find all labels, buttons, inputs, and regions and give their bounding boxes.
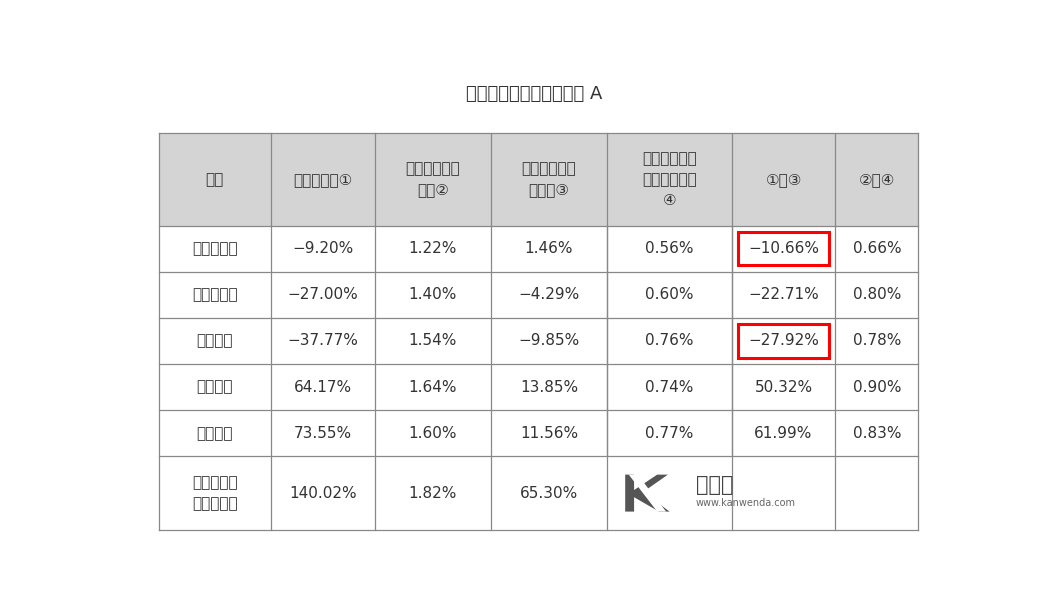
Text: 0.56%: 0.56% [646,241,694,256]
Text: 1.46%: 1.46% [525,241,574,256]
Text: 0.90%: 0.90% [853,379,901,395]
Polygon shape [629,474,666,511]
Text: 0.78%: 0.78% [853,333,901,348]
Bar [737,232,829,265]
Text: 浦银安盛新经济结构混合 A: 浦银安盛新经济结构混合 A [466,85,603,103]
Text: 50.32%: 50.32% [754,379,812,395]
Text: 看问答: 看问答 [696,474,733,494]
Text: 1.82%: 1.82% [409,485,457,501]
Text: 65.30%: 65.30% [519,485,578,501]
Text: 61.99%: 61.99% [754,425,812,441]
Bar [159,133,919,225]
Text: 业绩比较基准
收益率③: 业绩比较基准 收益率③ [522,162,577,198]
Text: −4.29%: −4.29% [518,287,580,302]
Text: 1.22%: 1.22% [409,241,457,256]
Text: 0.80%: 0.80% [853,287,901,302]
Bar [159,271,919,318]
Bar [159,364,919,410]
Text: −22.71%: −22.71% [748,287,819,302]
Text: 阶段: 阶段 [205,172,224,187]
Text: −37.77%: −37.77% [287,333,358,348]
Text: 0.83%: 0.83% [853,425,901,441]
Text: 1.64%: 1.64% [409,379,457,395]
Text: 0.60%: 0.60% [646,287,694,302]
Text: −9.20%: −9.20% [292,241,354,256]
Text: 1.40%: 1.40% [409,287,457,302]
Bar [159,318,919,364]
Text: −9.85%: −9.85% [518,333,580,348]
Text: 0.77%: 0.77% [646,425,694,441]
Text: −27.00%: −27.00% [287,287,358,302]
Text: 140.02%: 140.02% [289,485,357,501]
Text: −10.66%: −10.66% [748,241,819,256]
Text: 0.76%: 0.76% [646,333,694,348]
Text: 净值增长率①: 净值增长率① [293,172,353,187]
Text: 11.56%: 11.56% [519,425,578,441]
Text: 业绩比较基准
收益率标准差
④: 业绩比较基准 收益率标准差 ④ [642,151,697,208]
Text: 过去五年: 过去五年 [196,425,233,441]
Text: 0.66%: 0.66% [853,241,901,256]
Bar [159,225,919,271]
Bar [159,456,919,530]
Text: ①－③: ①－③ [766,172,802,187]
Text: 1.54%: 1.54% [409,333,457,348]
Text: 64.17%: 64.17% [294,379,351,395]
Text: ②－④: ②－④ [858,172,895,187]
Text: 过去三个月: 过去三个月 [192,241,238,256]
Text: 1.60%: 1.60% [409,425,457,441]
Polygon shape [625,474,670,511]
Text: 0.74%: 0.74% [646,379,694,395]
Text: www.kanwenda.com: www.kanwenda.com [696,498,796,508]
Text: 净值增长率标
准差②: 净值增长率标 准差② [406,162,460,198]
Text: 73.55%: 73.55% [294,425,351,441]
Text: 自基金合同
生效起至今: 自基金合同 生效起至今 [192,475,238,511]
Bar [737,324,829,358]
Text: 过去一年: 过去一年 [196,333,233,348]
Bar [159,410,919,456]
Text: 过去三年: 过去三年 [196,379,233,395]
Text: 13.85%: 13.85% [519,379,578,395]
Text: −27.92%: −27.92% [748,333,819,348]
Text: 过去六个月: 过去六个月 [192,287,238,302]
